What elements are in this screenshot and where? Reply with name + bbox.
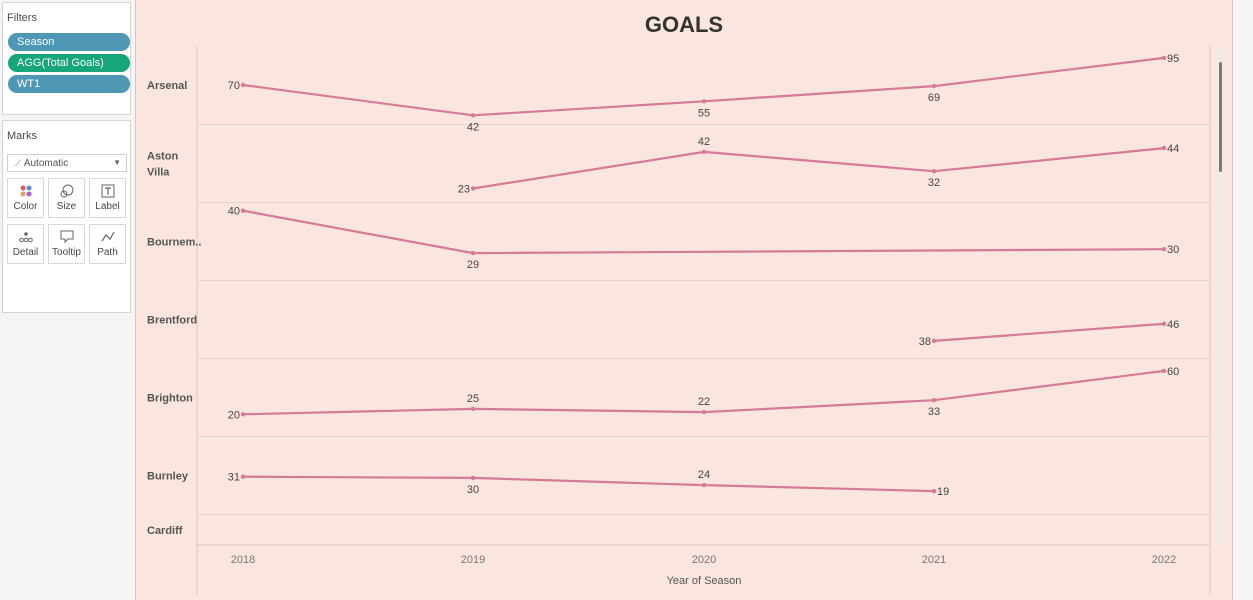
data-label: 19 [937, 486, 949, 498]
data-label: 42 [698, 136, 710, 148]
data-point [470, 113, 476, 118]
mark-type-value: Automatic [23, 158, 69, 169]
data-point [1161, 145, 1167, 151]
data-point [240, 82, 246, 88]
data-point [931, 169, 937, 174]
tooltip-button-label: Tooltip [52, 247, 81, 258]
size-icon [60, 184, 73, 198]
chart-title: GOALS [645, 12, 723, 37]
data-point [470, 250, 476, 256]
data-label: 31 [228, 472, 240, 484]
tooltip-button[interactable]: Tooltip [48, 224, 85, 264]
data-label: 60 [1167, 366, 1179, 378]
x-tick-label: 2019 [461, 554, 485, 566]
detail-button[interactable]: Detail [7, 224, 44, 264]
data-label: 32 [928, 177, 940, 189]
marks-panel: Marks ⟋ Automatic ▼ Color Size Label D [2, 120, 131, 313]
color-button-label: Color [13, 201, 38, 212]
series-line [933, 322, 1165, 342]
color-icon [20, 185, 31, 197]
marks-title: Marks [7, 130, 37, 142]
filter-pill-total-goals[interactable]: AGG(Total Goals) [8, 54, 130, 72]
path-button-label: Path [97, 247, 118, 258]
path-button[interactable]: Path [89, 224, 126, 264]
tooltip-icon [60, 230, 73, 244]
row-label: Arsenal [147, 80, 187, 92]
filter-pill-wt1[interactable]: WT1 [8, 75, 130, 93]
series-line [242, 475, 935, 493]
x-tick-label: 2021 [922, 554, 946, 566]
data-point [931, 338, 937, 344]
row-label: Cardiff [147, 525, 183, 537]
row-label: Aston [147, 151, 178, 163]
label-button[interactable]: Label [89, 178, 126, 218]
mark-type-dropdown[interactable]: ⟋ Automatic ▼ [7, 154, 127, 172]
vertical-scrollbar[interactable] [1217, 48, 1223, 545]
data-point [1161, 321, 1167, 326]
data-label: 70 [228, 80, 240, 92]
x-axis-title: Year of Season [667, 575, 742, 587]
data-point [1161, 247, 1167, 252]
size-button[interactable]: Size [48, 178, 85, 218]
filters-panel: Filters Season AGG(Total Goals) WT1 [2, 2, 131, 115]
x-tick-label: 2022 [1152, 554, 1176, 566]
detail-button-label: Detail [12, 247, 39, 258]
row-label: Bournem.. [147, 237, 201, 249]
data-label: 20 [228, 409, 240, 421]
data-label: 40 [228, 206, 240, 218]
x-tick-label: 2020 [692, 554, 716, 566]
data-point [931, 398, 937, 403]
data-point [1161, 368, 1167, 374]
row-label: Brentford [147, 315, 197, 327]
data-label: 44 [1167, 143, 1179, 155]
series-line [242, 209, 1165, 255]
path-icon [101, 231, 115, 242]
data-label: 29 [467, 259, 479, 271]
label-icon [101, 184, 114, 198]
row-label: Burnley [147, 471, 189, 483]
data-point [701, 99, 707, 104]
filter-pill-season[interactable]: Season [8, 33, 130, 51]
size-button-label: Size [56, 201, 77, 212]
x-tick-label: 2018 [231, 554, 255, 566]
row-label: Brighton [147, 393, 193, 405]
data-point [701, 482, 707, 488]
data-point [240, 474, 246, 479]
data-point [470, 186, 476, 191]
data-label: 22 [698, 396, 710, 408]
chart-canvas [135, 0, 1233, 600]
label-button-label: Label [95, 201, 120, 212]
data-label: 46 [1167, 319, 1179, 331]
data-label: 23 [458, 184, 470, 196]
chevron-down-icon: ▼ [113, 158, 121, 167]
scrollbar-thumb[interactable] [1219, 62, 1222, 172]
data-label: 38 [919, 336, 931, 348]
data-point [931, 488, 937, 494]
data-label: 69 [928, 92, 940, 104]
data-label: 33 [928, 406, 940, 418]
color-button[interactable]: Color [7, 178, 44, 218]
data-label: 42 [467, 121, 479, 133]
data-point [701, 409, 707, 415]
data-label: 25 [467, 393, 479, 405]
data-point [931, 83, 937, 89]
data-point [701, 149, 707, 155]
data-point [240, 412, 246, 417]
data-point [470, 406, 476, 412]
detail-icon [18, 232, 33, 243]
data-label: 55 [698, 107, 710, 119]
series-line [472, 147, 1165, 190]
data-label: 24 [698, 469, 710, 481]
row-label: Villa [147, 167, 170, 179]
filters-title: Filters [7, 12, 37, 24]
data-point [1161, 55, 1167, 61]
data-label: 30 [467, 484, 479, 496]
data-point [470, 475, 476, 481]
data-label: 95 [1167, 53, 1179, 65]
data-label: 30 [1167, 244, 1179, 256]
line-icon: ⟋ [15, 158, 24, 168]
data-point [240, 208, 246, 213]
